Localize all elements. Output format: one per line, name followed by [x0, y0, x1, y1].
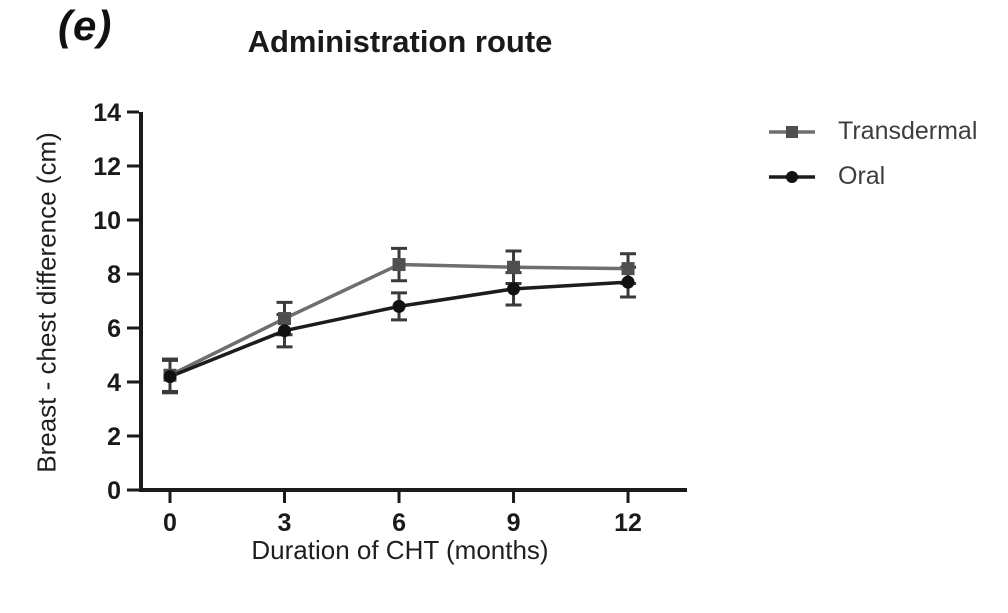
y-tick-label: 12 [93, 153, 121, 181]
chart-title: Administration route [247, 24, 553, 59]
y-tick-label: 8 [107, 261, 121, 289]
y-tick-label: 0 [107, 477, 121, 505]
y-tick-label: 2 [107, 423, 121, 451]
data-point-circle [163, 370, 177, 384]
legend-circle-marker-icon [769, 170, 815, 183]
panel-label: (e) [58, 2, 113, 49]
legend: Transdermal Oral [768, 116, 977, 192]
data-point-circle [278, 324, 292, 338]
data-point-circle [621, 275, 635, 289]
legend-item-transdermal: Transdermal [768, 116, 977, 147]
x-tick-label: 3 [278, 509, 292, 537]
data-point-square [392, 258, 406, 272]
x-tick-label: 9 [507, 509, 521, 537]
legend-label-transdermal: Transdermal [838, 117, 978, 145]
data-point-square [278, 312, 292, 326]
data-point-circle [507, 282, 521, 296]
legend-item-oral: Oral [768, 161, 977, 192]
x-tick-label: 12 [614, 509, 642, 537]
x-axis-label: Duration of CHT (months) [251, 535, 549, 565]
y-tick-label: 10 [93, 207, 121, 235]
x-tick-label: 0 [163, 509, 177, 537]
data-point-circle [392, 299, 406, 313]
y-axis-label: Breast - chest difference (cm) [31, 132, 62, 473]
legend-square-marker-icon [769, 125, 815, 138]
x-tick-label: 6 [392, 509, 406, 537]
data-point-square [507, 260, 521, 274]
y-tick-label: 6 [107, 315, 121, 343]
data-point-square [621, 262, 635, 276]
y-tick-label: 14 [93, 99, 121, 127]
legend-label-oral: Oral [838, 162, 886, 190]
y-tick-label: 4 [107, 369, 121, 397]
